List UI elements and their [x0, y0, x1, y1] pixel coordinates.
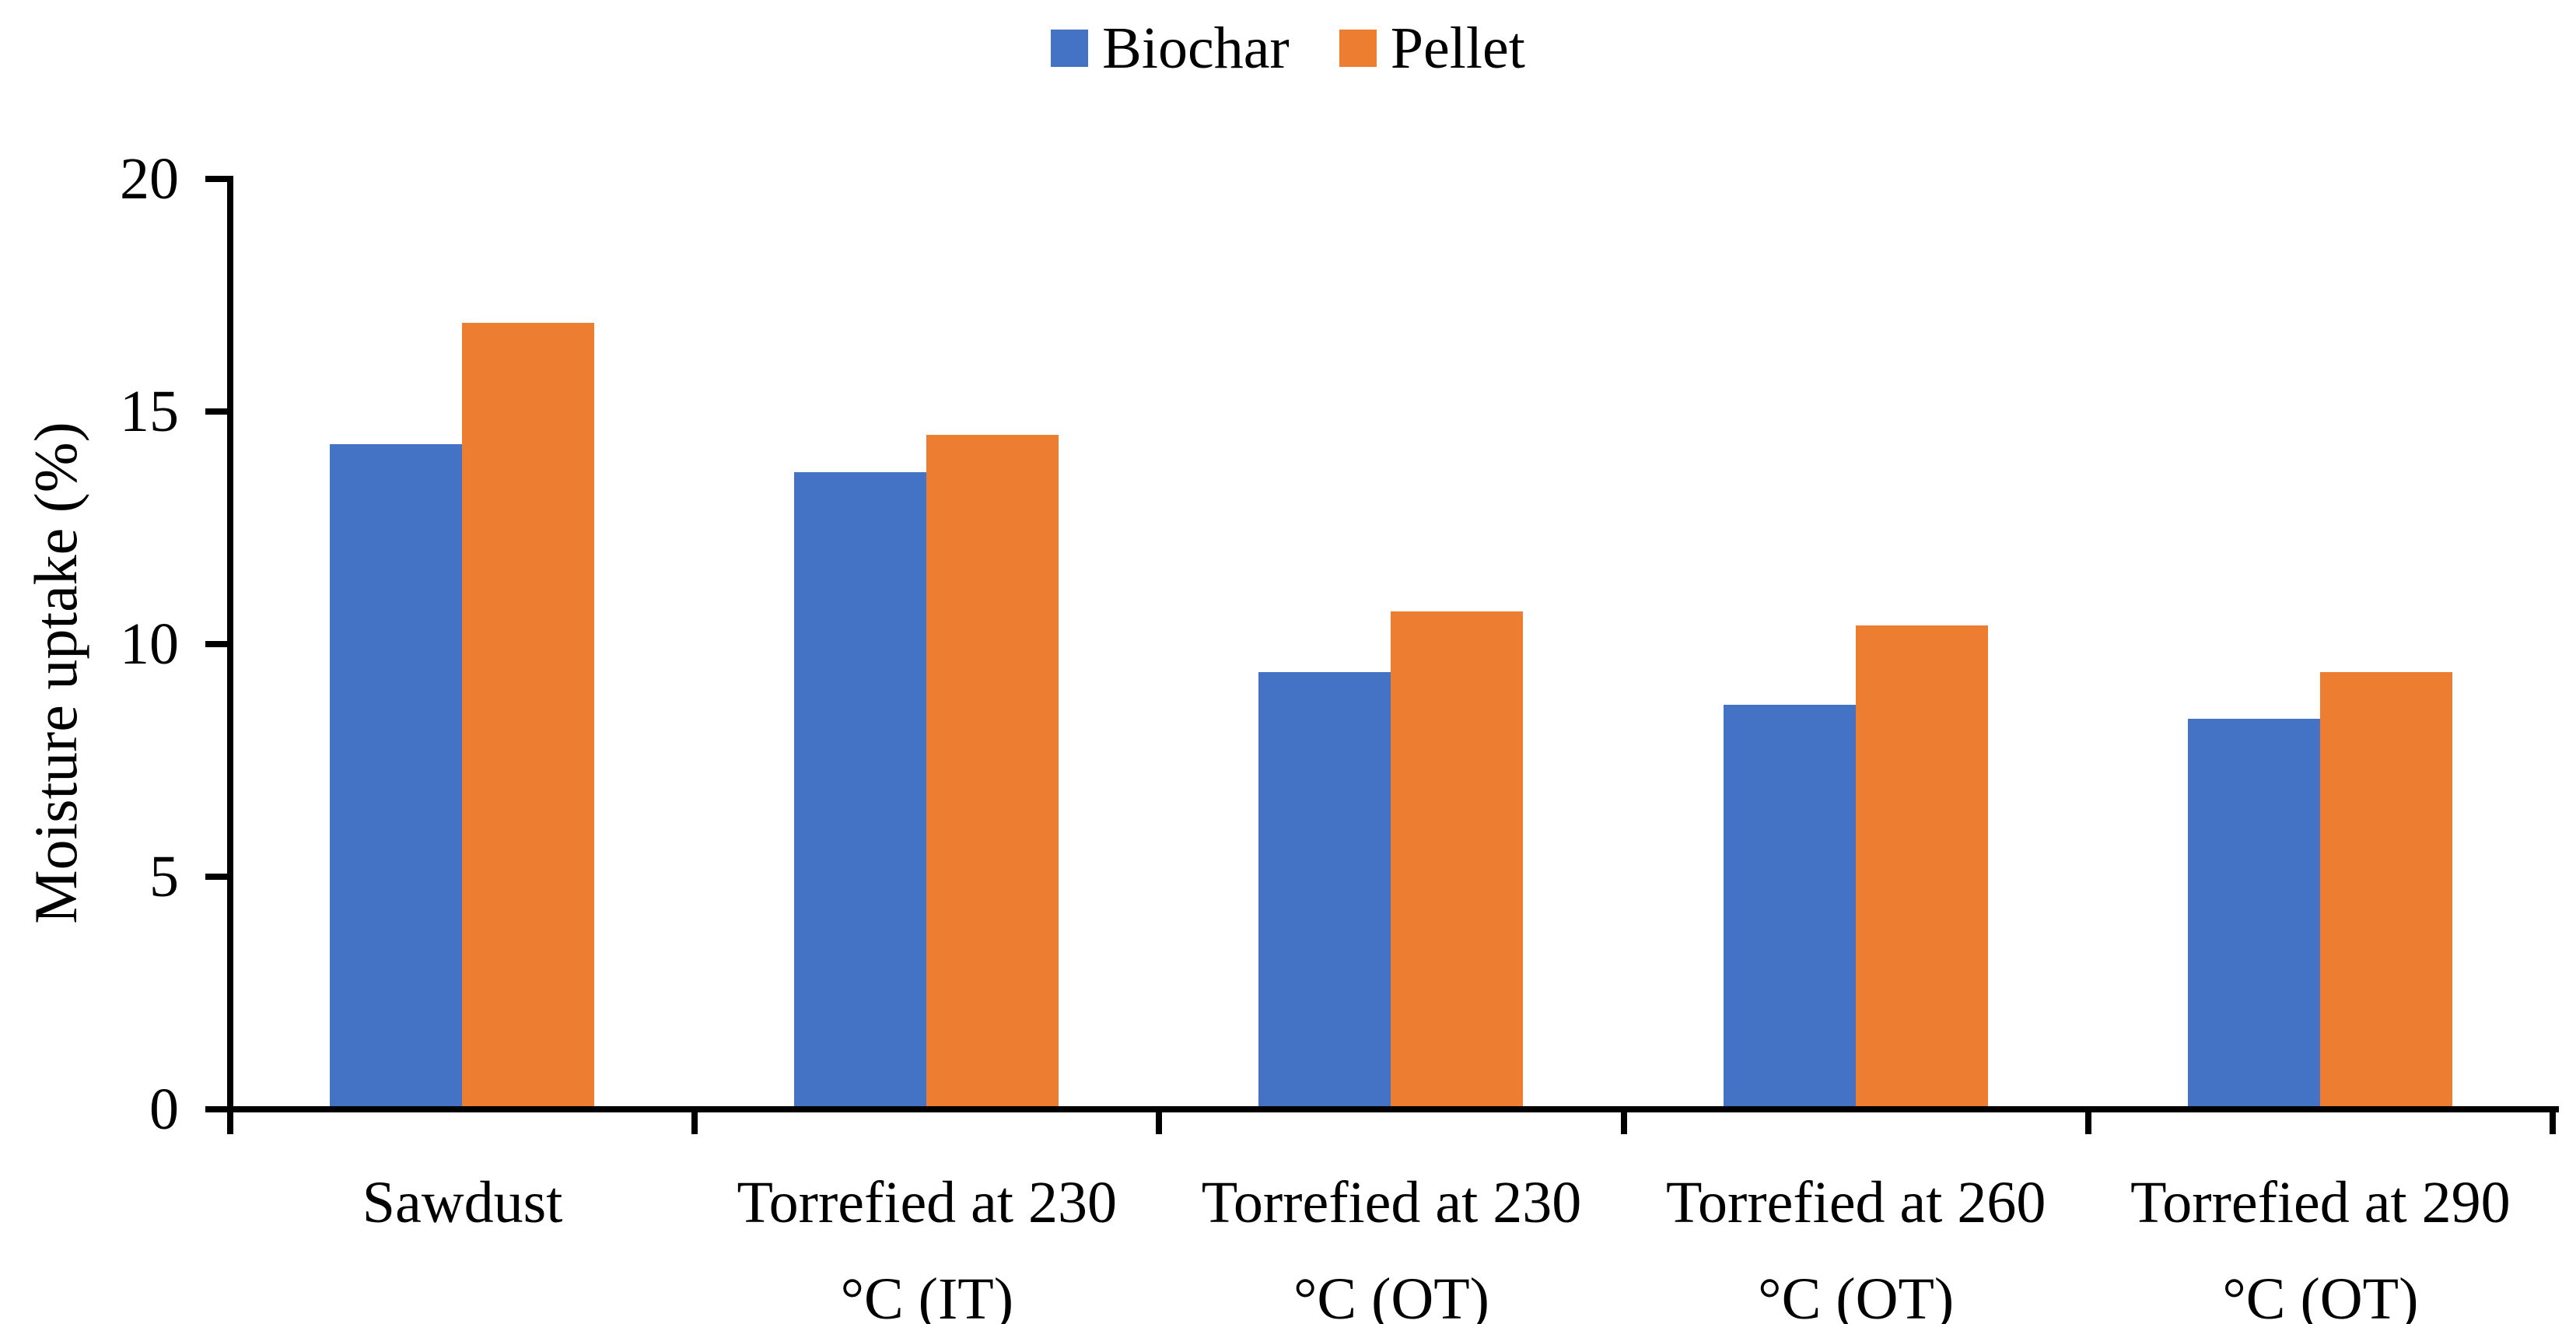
- x-category-label: Torrefied at 290 °C (OT): [2071, 1154, 2569, 1324]
- y-tick-label: 20: [120, 146, 179, 212]
- bar-pellet-1: [462, 323, 594, 1106]
- y-tick-label: 5: [149, 844, 179, 909]
- x-tick: [227, 1112, 233, 1134]
- x-tick: [2550, 1112, 2556, 1134]
- x-tick: [691, 1112, 698, 1134]
- x-category-label: Torrefied at 230 °C (OT): [1143, 1154, 1640, 1324]
- y-axis-line: [227, 176, 233, 1134]
- x-category-label-line: Torrefied at 230: [1201, 1170, 1582, 1235]
- legend-item-biochar: Biochar: [1051, 11, 1290, 86]
- x-category-label-line: °C (OT): [2222, 1266, 2419, 1324]
- x-category-label: Sawdust: [214, 1154, 712, 1251]
- pellet-swatch-icon: [1339, 30, 1377, 67]
- x-category-label-line: Torrefied at 260: [1665, 1170, 2046, 1235]
- bar-pellet-3: [1391, 611, 1524, 1106]
- y-tick: [205, 1106, 227, 1112]
- bar-biochar-1: [330, 443, 462, 1106]
- y-tick: [205, 176, 227, 182]
- bar-pellet-2: [926, 434, 1059, 1106]
- x-tick: [2084, 1112, 2091, 1134]
- legend-label-biochar: Biochar: [1102, 16, 1290, 81]
- y-tick: [205, 408, 227, 415]
- bar-pellet-5: [2319, 671, 2452, 1106]
- x-category-label: Torrefied at 230 °C (IT): [678, 1154, 1176, 1324]
- y-tick: [205, 641, 227, 647]
- bar-biochar-2: [794, 471, 927, 1106]
- y-tick: [205, 874, 227, 880]
- y-tick-label: 10: [120, 611, 179, 677]
- bar-pellet-4: [1855, 625, 1988, 1106]
- x-tick: [1620, 1112, 1627, 1134]
- x-category-label-line: °C (OT): [1293, 1266, 1489, 1324]
- legend-item-pellet: Pellet: [1339, 11, 1525, 86]
- legend: Biochar Pellet: [0, 11, 2576, 86]
- x-category-label-line: Torrefied at 290: [2130, 1170, 2511, 1235]
- bar-biochar-5: [2187, 718, 2320, 1106]
- x-tick: [1156, 1112, 1163, 1134]
- x-category-label-line: °C (OT): [1758, 1266, 1955, 1324]
- x-category-label-line: °C (IT): [840, 1266, 1014, 1324]
- y-tick-label: 15: [120, 379, 179, 444]
- x-category-label: Torrefied at 260 °C (OT): [1607, 1154, 2105, 1324]
- legend-label-pellet: Pellet: [1390, 16, 1525, 81]
- x-category-label-line: Torrefied at 230: [737, 1170, 1118, 1235]
- y-tick-label: 0: [149, 1077, 179, 1142]
- biochar-swatch-icon: [1051, 30, 1089, 67]
- x-axis-line: [227, 1106, 2559, 1112]
- bar-biochar-3: [1258, 671, 1391, 1106]
- x-category-label-line: Sawdust: [362, 1170, 563, 1235]
- bar-biochar-4: [1723, 704, 1856, 1106]
